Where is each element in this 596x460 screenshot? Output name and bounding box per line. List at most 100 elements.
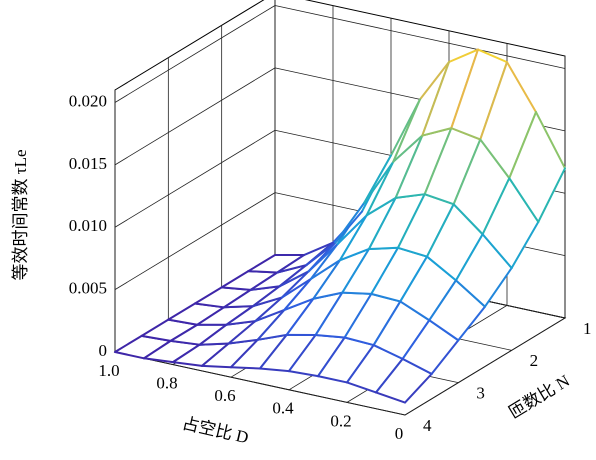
surface-cell bbox=[253, 271, 309, 307]
mesh-edge bbox=[372, 300, 402, 347]
x-tick-label: 0.4 bbox=[272, 399, 294, 418]
mesh-edge bbox=[278, 264, 308, 288]
mesh-edge bbox=[341, 291, 373, 295]
mesh-edge bbox=[247, 254, 276, 273]
grid-line bbox=[114, 192, 276, 290]
surface-cell bbox=[311, 215, 367, 279]
mesh-edge bbox=[375, 391, 406, 404]
surface-cell bbox=[376, 358, 432, 403]
mesh-edge bbox=[455, 233, 484, 282]
mesh-edge bbox=[343, 336, 375, 347]
mesh-edge bbox=[201, 342, 230, 367]
surface-cell bbox=[173, 343, 229, 366]
mesh-edge bbox=[230, 338, 259, 369]
mesh-edge bbox=[372, 344, 404, 360]
x-tick-label: 1.0 bbox=[98, 361, 119, 380]
mesh-edge bbox=[307, 242, 339, 273]
mesh-edge bbox=[450, 127, 482, 141]
mesh-edge bbox=[198, 342, 230, 346]
surface-cell bbox=[400, 256, 456, 321]
mesh-edge bbox=[457, 305, 486, 342]
mesh-edge bbox=[223, 305, 254, 309]
grid-line bbox=[114, 67, 276, 166]
mesh-edge bbox=[423, 127, 453, 196]
mesh-edge bbox=[341, 247, 370, 294]
mesh-edge bbox=[249, 285, 281, 291]
mesh-edge bbox=[254, 296, 283, 323]
mesh-edge bbox=[508, 111, 537, 180]
surface-cell bbox=[260, 334, 316, 372]
surface-cell bbox=[248, 255, 304, 273]
mesh-edge bbox=[314, 333, 346, 339]
grid-line bbox=[114, 351, 406, 416]
mesh-edge bbox=[397, 246, 428, 258]
mesh-edge bbox=[421, 127, 453, 137]
surface-cell bbox=[422, 49, 478, 136]
mesh-edge bbox=[426, 255, 457, 282]
surface-cell bbox=[395, 128, 452, 198]
mesh-edge bbox=[288, 370, 319, 378]
grid-line bbox=[404, 317, 566, 416]
x-tick-label: 0 bbox=[395, 424, 404, 443]
mesh-edge bbox=[259, 367, 290, 373]
mesh-edge bbox=[535, 111, 566, 170]
surface-cell bbox=[255, 278, 311, 322]
grid-line bbox=[274, 5, 566, 69]
mesh-edge bbox=[368, 196, 397, 250]
surface-cell bbox=[318, 337, 374, 383]
mesh-edge bbox=[249, 271, 279, 291]
mesh-edge bbox=[336, 214, 368, 245]
surface-cell bbox=[284, 260, 340, 310]
mesh-edge bbox=[365, 160, 395, 217]
mesh-edge bbox=[452, 203, 484, 236]
mesh-edge bbox=[370, 292, 402, 303]
mesh-edge bbox=[276, 264, 308, 274]
mesh-edge bbox=[225, 320, 257, 326]
mesh-edge bbox=[167, 318, 199, 326]
mesh-edge bbox=[310, 259, 341, 280]
surface-cell bbox=[224, 286, 280, 308]
mesh-edge bbox=[484, 266, 513, 308]
mesh-edge bbox=[227, 338, 259, 345]
mesh-edge bbox=[317, 336, 346, 378]
mesh-edge bbox=[506, 61, 537, 114]
surface-cell bbox=[373, 301, 430, 359]
mesh-edge bbox=[397, 193, 426, 249]
mesh-edge bbox=[365, 196, 397, 217]
surface-cell bbox=[257, 298, 314, 340]
mesh-edge bbox=[314, 291, 344, 336]
z-tick-label: 0.020 bbox=[69, 91, 107, 110]
mesh-edge bbox=[259, 333, 288, 370]
surface-cell bbox=[366, 135, 423, 216]
x-tick-label: 0.2 bbox=[330, 411, 351, 430]
mesh-edge bbox=[281, 277, 312, 299]
surface-cell bbox=[170, 324, 227, 345]
surface-cell bbox=[228, 309, 285, 344]
y-tick-label: 4 bbox=[423, 416, 432, 435]
mesh-edge bbox=[140, 334, 172, 342]
surface-cell bbox=[424, 128, 481, 205]
mesh-edge bbox=[283, 277, 312, 311]
mesh-edge bbox=[196, 306, 225, 326]
mesh-edge bbox=[401, 357, 433, 375]
surface-cell bbox=[393, 61, 449, 162]
mesh-edge bbox=[394, 134, 424, 199]
mesh-edge bbox=[169, 339, 201, 346]
mesh-edge bbox=[426, 203, 455, 258]
surface-cell bbox=[250, 265, 307, 290]
mesh-edge bbox=[288, 333, 317, 373]
mesh-edge bbox=[201, 364, 232, 369]
surface-cell bbox=[453, 139, 510, 235]
surface-cell bbox=[277, 242, 333, 273]
surface-cell bbox=[144, 340, 200, 363]
mesh-edge bbox=[252, 285, 281, 308]
mesh-edge bbox=[281, 270, 310, 299]
mesh-edge bbox=[423, 193, 455, 206]
mesh-edge bbox=[256, 308, 286, 341]
mesh-edge bbox=[399, 300, 431, 322]
mesh-edge bbox=[343, 292, 373, 339]
surface-cell bbox=[231, 334, 287, 369]
mesh-edge bbox=[278, 270, 310, 288]
surface-cell bbox=[344, 293, 401, 346]
